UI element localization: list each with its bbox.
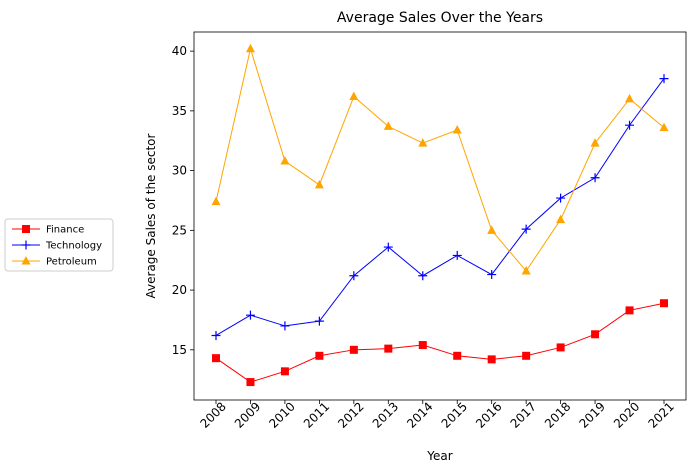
x-tick-label: 2021 [645, 399, 676, 430]
finance-point [453, 351, 462, 360]
x-tick-label: 2017 [508, 399, 539, 430]
x-tick-label: 2009 [232, 399, 263, 430]
technology-point [349, 271, 359, 281]
series-petroleum [211, 43, 669, 275]
finance-point [280, 367, 289, 376]
x-tick-label: 2014 [404, 399, 435, 430]
technology-point [418, 271, 428, 281]
legend-item-finance: Finance [12, 225, 84, 236]
x-tick-label: 2010 [266, 399, 297, 430]
chart-title: Average Sales Over the Years [337, 10, 543, 26]
finance-point [625, 306, 634, 315]
y-tick-label: 30 [172, 164, 187, 178]
technology-point [659, 74, 669, 84]
series-technology [211, 74, 669, 340]
petroleum-point [314, 179, 324, 189]
technology-point [245, 310, 255, 320]
technology-point [452, 250, 462, 260]
x-tick-label: 2019 [576, 399, 607, 430]
legend-item-petroleum: Petroleum [12, 256, 97, 268]
legend-marker [22, 225, 30, 233]
legend-marker [21, 240, 31, 250]
x-axis: 2008 2009 2010 2011 2012 2013 2014 2015 2016 2017… [197, 399, 676, 430]
y-tick-label: 25 [172, 223, 187, 237]
finance-point [487, 355, 496, 364]
x-tick-label: 2018 [542, 399, 573, 430]
petroleum-point [487, 225, 497, 234]
x-tick-label: 2011 [301, 399, 332, 430]
finance-point [212, 354, 220, 363]
technology-point [521, 224, 531, 234]
x-tick-label: 2016 [473, 399, 504, 430]
technology-point [211, 330, 221, 340]
finance-line [215, 302, 665, 383]
x-tick-label: 2013 [370, 399, 401, 430]
petroleum-point [659, 122, 669, 132]
x-tick-label: 2020 [611, 399, 642, 430]
petroleum-point [418, 138, 428, 147]
finance-point [556, 343, 565, 352]
petroleum-point [625, 93, 635, 103]
petroleum-point [349, 91, 359, 101]
x-tick-label: 2015 [439, 399, 470, 430]
finance-point [349, 345, 358, 354]
finance-point [522, 351, 531, 360]
y-axis-label: Average Sales of the sector [144, 133, 158, 298]
legend: Finance Technology Petroleum [4, 218, 114, 272]
technology-line [215, 78, 665, 336]
legend-frame [4, 218, 114, 272]
finance-point [591, 330, 600, 339]
petroleum-point [590, 138, 600, 147]
petroleum-point [245, 43, 255, 53]
y-tick-label: 35 [172, 104, 187, 118]
finance-point [384, 344, 393, 353]
legend-label: Finance [46, 225, 84, 236]
plot-area-frame [193, 31, 687, 401]
series-layer [211, 43, 669, 387]
legend-label: Technology [45, 241, 102, 252]
petroleum-point [452, 124, 462, 134]
finance-point [246, 378, 255, 387]
technology-point [383, 242, 393, 252]
technology-point [625, 120, 635, 130]
y-tick-label: 40 [172, 44, 187, 58]
technology-point [280, 321, 290, 331]
x-axis-label: Year [426, 449, 452, 463]
legend-label: Petroleum [46, 257, 97, 268]
y-tick-label: 15 [172, 343, 187, 357]
petroleum-point [280, 156, 290, 165]
series-finance [212, 299, 668, 387]
x-tick-label: 2012 [335, 399, 366, 430]
finance-point [315, 351, 324, 360]
y-tick-label: 20 [172, 283, 187, 297]
petroleum-point [521, 265, 531, 275]
legend-marker [21, 256, 31, 265]
finance-point [660, 299, 668, 308]
technology-point [314, 316, 324, 326]
technology-point [487, 270, 497, 280]
petroleum-point [211, 196, 221, 206]
petroleum-line [215, 46, 665, 272]
petroleum-point [383, 121, 393, 130]
finance-point [418, 341, 427, 350]
y-axis: 15 20 25 30 35 40 [172, 44, 194, 357]
technology-point [556, 193, 566, 203]
legend-item-technology: Technology [12, 240, 102, 252]
technology-point [590, 173, 600, 183]
petroleum-point [556, 214, 566, 224]
x-tick-label: 2008 [197, 399, 228, 430]
